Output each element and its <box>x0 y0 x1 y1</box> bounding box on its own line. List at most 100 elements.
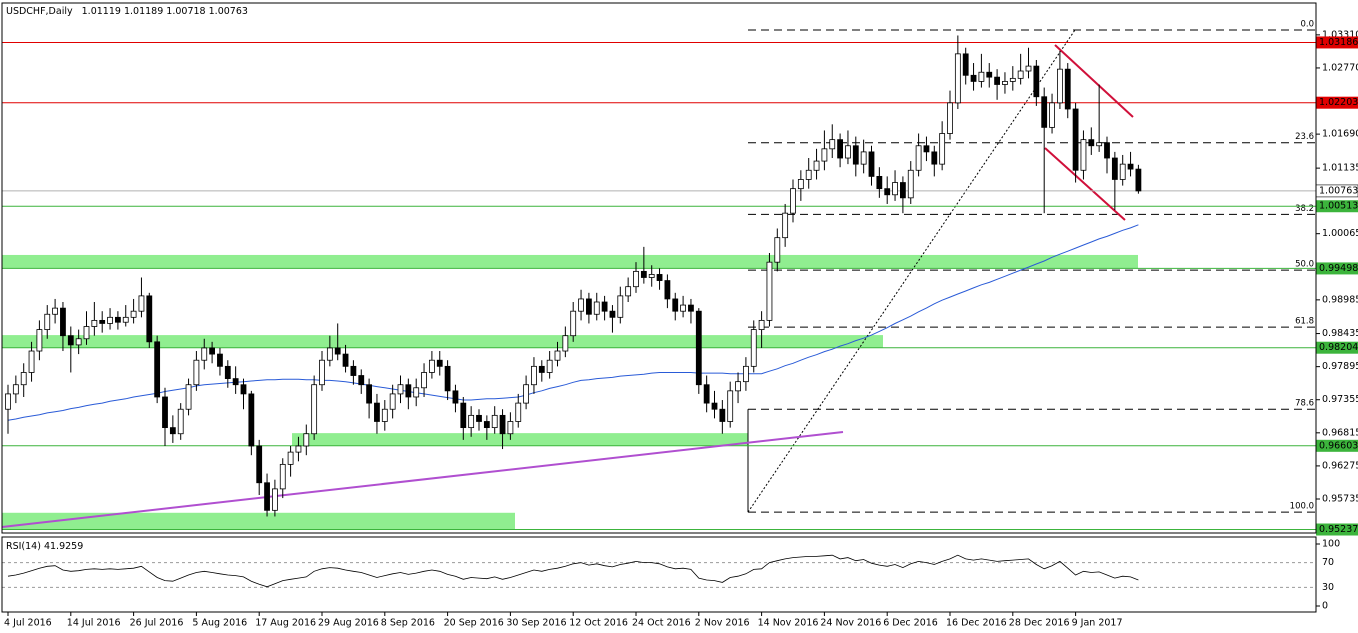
candle-body <box>1080 139 1087 171</box>
candle-body <box>907 169 914 199</box>
y-tick-label: 1.00065 <box>1322 228 1358 239</box>
candle-body <box>860 151 867 165</box>
support-zone <box>2 335 883 348</box>
fib-diagonal <box>747 29 1076 513</box>
candle-body <box>954 53 961 104</box>
candle-body <box>782 212 789 239</box>
candle-body <box>177 408 184 435</box>
candle-body <box>413 387 420 398</box>
candle-body <box>743 365 749 383</box>
candle-body <box>169 427 176 435</box>
low-value: 1.00718 <box>166 6 205 17</box>
candle-body <box>617 295 624 318</box>
candle-body <box>476 414 482 422</box>
level-label: 0.96603 <box>1319 440 1358 451</box>
candle-body <box>1088 139 1095 147</box>
x-tick-label: 24 Nov 2016 <box>820 618 881 629</box>
candle-body <box>264 482 270 511</box>
candle-body <box>232 378 239 386</box>
candle-body <box>1111 157 1118 180</box>
y-tick-label: 0.97895 <box>1322 361 1358 372</box>
candle-body <box>1025 65 1032 72</box>
candle-body <box>1057 68 1063 104</box>
fib-label: 100.0 <box>1290 502 1314 512</box>
support-zone <box>2 254 1138 269</box>
candle-body <box>813 160 820 171</box>
candle-body <box>99 319 106 324</box>
level-label-box <box>1316 439 1358 452</box>
candle-body <box>12 384 19 395</box>
level-label-box <box>1316 523 1358 536</box>
y-tick-label: 0.96275 <box>1322 460 1358 471</box>
trend-line <box>1 431 844 528</box>
x-tick-label: 16 Dec 2016 <box>946 618 1007 629</box>
open-value: 1.01119 <box>82 6 121 17</box>
candle-body <box>248 393 255 447</box>
candle-body <box>460 402 467 429</box>
candle-body <box>947 102 953 134</box>
candle-body <box>915 145 922 171</box>
candle-body <box>868 151 875 177</box>
x-tick-label: 5 Aug 2016 <box>192 618 247 629</box>
candle-body <box>546 359 553 373</box>
candle-body <box>279 463 286 490</box>
channel-line <box>1044 147 1126 221</box>
x-tick-label: 2 Nov 2016 <box>695 618 750 629</box>
candle-body <box>821 148 828 162</box>
level-label-box <box>1316 341 1358 354</box>
candle-body <box>735 381 741 392</box>
candle-body <box>586 298 592 315</box>
candle-body <box>1072 108 1079 171</box>
candle-body <box>892 182 898 196</box>
x-tick-label: 28 Dec 2016 <box>1009 618 1070 629</box>
candle-body <box>852 145 859 165</box>
candle-body <box>421 372 427 389</box>
candle-body <box>374 402 380 422</box>
candle-body <box>656 274 663 281</box>
y-tick-label: 1.03310 <box>1322 29 1358 40</box>
close-value: 1.00763 <box>209 6 248 17</box>
candle-body <box>593 301 600 315</box>
candle-body <box>625 286 632 297</box>
rsi-pane <box>1 536 1317 613</box>
level-label: 1.02203 <box>1319 97 1358 108</box>
candle-body <box>1002 81 1008 85</box>
candle-body <box>491 414 498 429</box>
candle-body <box>5 393 11 410</box>
candle-body <box>75 338 82 346</box>
candle-body <box>483 421 490 429</box>
candle-body <box>570 310 577 337</box>
candle-body <box>389 393 396 410</box>
candle-body <box>986 71 993 78</box>
candle-body <box>750 329 757 367</box>
x-tick-label: 14 Jul 2016 <box>67 618 121 629</box>
candle-body <box>366 384 373 404</box>
chart-title: USDCHF,Daily 1.01119 1.01189 1.00718 1.0… <box>6 6 248 17</box>
plot-layer: 1.03310 1.02770 1.01690 1.01135 1.00065 0.989… <box>1 19 1358 629</box>
rsi-title: RSI(14) <box>6 541 41 552</box>
candle-body <box>224 365 231 379</box>
x-tick-label: 9 Jan 2017 <box>1072 618 1123 629</box>
y-tick-label: 0.96815 <box>1322 427 1358 438</box>
candle-body <box>295 445 302 453</box>
candle-body <box>766 261 773 321</box>
x-tick-label: 17 Aug 2016 <box>255 618 316 629</box>
candle-body <box>994 76 1000 85</box>
x-tick-label: 20 Sep 2016 <box>444 618 504 629</box>
candle-body <box>672 298 679 312</box>
y-tick-label: 1.02770 <box>1322 62 1358 73</box>
candle-body <box>774 237 781 263</box>
fib-label: 50.0 <box>1295 260 1314 270</box>
candle-body <box>562 335 569 352</box>
candle-body <box>1104 142 1110 159</box>
candle-body <box>978 71 985 82</box>
candle-body <box>1119 163 1126 180</box>
candle-body <box>122 316 129 323</box>
candle-body <box>1049 102 1055 128</box>
candle-body <box>468 414 475 429</box>
candle-body <box>1064 68 1071 110</box>
candle-body <box>154 341 161 398</box>
candle-body <box>640 270 647 278</box>
